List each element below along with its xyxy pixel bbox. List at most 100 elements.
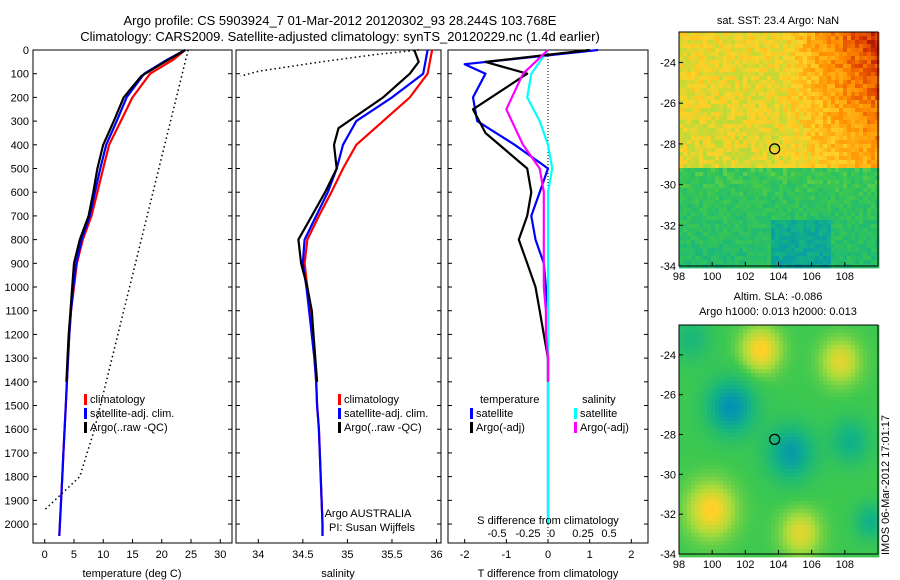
sla_map-cell: [815, 349, 820, 354]
sst_map-cell: [679, 232, 684, 237]
sla_map-cell: [807, 361, 812, 366]
sla_map-cell: [795, 437, 800, 442]
sst_map-cell: [863, 220, 868, 225]
sst_map-cell: [875, 232, 880, 237]
sla_map-cell: [731, 433, 736, 438]
sst_map-cell: [703, 32, 708, 37]
sst_map-cell: [875, 60, 880, 65]
sst_map-cell: [727, 156, 732, 161]
sst_map-cell: [871, 104, 876, 109]
sst_map-cell: [683, 152, 688, 157]
sst_map-cell: [723, 44, 728, 49]
sla_map-cell: [751, 429, 756, 434]
sla_map-cell: [767, 465, 772, 470]
sla_map-cell: [763, 433, 768, 438]
sla_map-cell: [719, 353, 724, 358]
sst_map-cell: [771, 180, 776, 185]
sst_map-cell: [759, 228, 764, 233]
sst_map-cell: [855, 40, 860, 45]
sst_map-cell: [723, 144, 728, 149]
sla_map-cell: [695, 369, 700, 374]
sst_map-cell: [867, 124, 872, 129]
sst_map-cell: [791, 176, 796, 181]
sla_map-cell: [711, 357, 716, 362]
sst_map-cell: [739, 196, 744, 201]
sst_map-cell: [851, 220, 856, 225]
sst_map-cell: [699, 220, 704, 225]
sst_map-cell: [687, 200, 692, 205]
sla_map-cell: [715, 325, 720, 330]
sst_map-cell: [859, 36, 864, 41]
sla_map-cell: [747, 445, 752, 450]
sst_map-cell: [867, 168, 872, 173]
sla_map-cell: [719, 325, 724, 330]
sst_map-cell: [787, 232, 792, 237]
sst_map-cell: [803, 244, 808, 249]
sst_map-cell: [727, 260, 732, 265]
salinity-series-satellite: [301, 49, 429, 536]
sla_map-cell: [803, 437, 808, 442]
sla_map-cell: [807, 377, 812, 382]
sst_map-cell: [835, 116, 840, 121]
sst_map-cell: [703, 196, 708, 201]
sst_map-cell: [779, 48, 784, 53]
sst_map-cell: [691, 196, 696, 201]
sst_map-cell: [703, 52, 708, 57]
sst_map-cell: [867, 160, 872, 165]
sst_map-cell: [851, 64, 856, 69]
sst_map-cell: [811, 56, 816, 61]
sst_map-cell: [711, 232, 716, 237]
sla_map-cell: [771, 381, 776, 386]
sst_map-cell: [795, 36, 800, 41]
sst_map-cell: [767, 140, 772, 145]
sla_map-cell: [739, 357, 744, 362]
sst_map-cell: [847, 196, 852, 201]
sla_map-cell: [795, 433, 800, 438]
salinity-xtick-label: 35: [341, 549, 353, 561]
sst_map-cell: [803, 140, 808, 145]
sla_map-cell: [679, 409, 684, 414]
sst_map-cell: [695, 52, 700, 57]
sla_map-cell: [739, 329, 744, 334]
sst_map-cell: [847, 236, 852, 241]
sst_map-cell: [715, 32, 720, 37]
sst_map-cell: [711, 256, 716, 261]
sst_map-cell: [815, 204, 820, 209]
sst_map-cell: [731, 200, 736, 205]
sst_map-cell: [851, 208, 856, 213]
sla_map-cell: [739, 369, 744, 374]
sla_map-cell: [875, 377, 880, 382]
sst_map-cell: [839, 224, 844, 229]
sst_map-cell: [875, 72, 880, 77]
sla_map-cell: [863, 393, 868, 398]
sla_map-cell: [867, 449, 872, 454]
sla_map-cell: [827, 341, 832, 346]
sst_map-cell: [871, 116, 876, 121]
sla_map-cell: [775, 421, 780, 426]
sst_map-cell: [723, 104, 728, 109]
sst_map-cell: [819, 176, 824, 181]
sst_map-cell: [863, 56, 868, 61]
sla_map-cell: [707, 441, 712, 446]
sst_map-cell: [791, 168, 796, 173]
sst_map-cell: [703, 64, 708, 69]
sla_map-cell: [727, 453, 732, 458]
sla_map-cell: [783, 405, 788, 410]
sst_map-cell: [831, 132, 836, 137]
sla_map-cell: [759, 353, 764, 358]
sst_map-cell: [767, 260, 772, 265]
sla_map-cell: [843, 417, 848, 422]
sst_map-cell: [767, 184, 772, 189]
sst_map-cell: [867, 84, 872, 89]
sla_map-cell: [763, 333, 768, 338]
sla_map-cell: [819, 349, 824, 354]
sst_map-cell: [743, 176, 748, 181]
sst_map-cell: [707, 32, 712, 37]
sst_map-cell: [763, 200, 768, 205]
sst_map-cell: [819, 80, 824, 85]
sla_map-cell: [839, 325, 844, 330]
sla_map-cell: [851, 361, 856, 366]
sst_map-cell: [855, 172, 860, 177]
sst_map-cell: [847, 176, 852, 181]
sst_map-cell: [779, 260, 784, 265]
